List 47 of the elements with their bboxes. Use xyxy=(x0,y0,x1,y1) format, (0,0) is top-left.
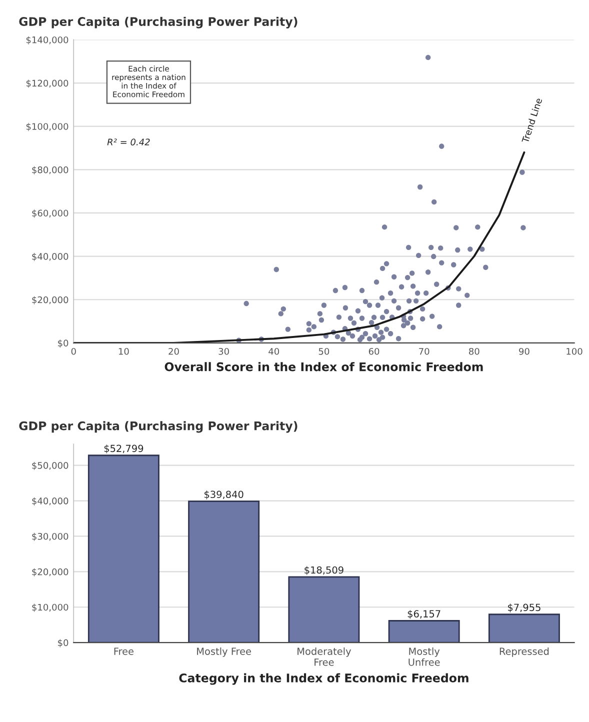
y-tick-label: $50,000 xyxy=(32,462,68,470)
y-tick-label: $120,000 xyxy=(26,80,68,88)
data-label: $18,509 xyxy=(304,566,344,575)
x-tick-label: 70 xyxy=(419,348,430,355)
y-tick-label: $20,000 xyxy=(32,296,68,304)
y-tick-label: $80,000 xyxy=(32,166,68,174)
text: Trend Line xyxy=(521,98,542,144)
bar xyxy=(388,620,460,643)
x-tick-label: 10 xyxy=(118,348,129,355)
x-tick-label: Repressed xyxy=(500,647,549,657)
y-tick-label: $60,000 xyxy=(32,210,68,218)
x-tick-label: Free xyxy=(114,648,134,655)
chart-title: GDP per Capita (Purchasing Power Parity) xyxy=(19,421,298,433)
x-tick-label: 90 xyxy=(519,348,530,355)
x-tick-label: 60 xyxy=(368,348,380,355)
x-tick-label: 80 xyxy=(469,348,480,355)
annotation: R² = 0.42 xyxy=(107,138,150,146)
x-tick-label: Moderately Free xyxy=(298,647,352,666)
data-label: $52,799 xyxy=(104,444,144,454)
x-tick-label: 40 xyxy=(268,348,280,355)
chart-title: GDP per Capita (Purchasing Power Parity) xyxy=(19,16,298,28)
x-tick-label: Mostly Unfree xyxy=(408,647,440,666)
x-tick-label: Mostly Free xyxy=(197,647,251,657)
x-tick-label: 30 xyxy=(218,348,229,355)
data-label: $6,157 xyxy=(408,610,440,619)
bar xyxy=(188,500,260,643)
data-label: $7,955 xyxy=(508,604,540,612)
x-axis-title: Category in the Index of Economic Freedom xyxy=(179,673,468,685)
bar xyxy=(488,614,560,643)
x-tick-label: 100 xyxy=(566,348,582,355)
y-tick-label: $40,000 xyxy=(32,252,68,262)
bar xyxy=(88,454,160,643)
data-label: $39,840 xyxy=(204,490,244,500)
y-tick-label: $30,000 xyxy=(32,532,68,541)
y-tick-label: $40,000 xyxy=(32,497,68,506)
y-tick-label: $0 xyxy=(58,639,68,648)
y-tick-label: $20,000 xyxy=(32,568,68,576)
x-tick-label: 50 xyxy=(318,348,330,355)
line-series xyxy=(74,151,526,343)
x-tick-label: 20 xyxy=(168,348,179,355)
y-tick-label: $140,000 xyxy=(26,36,68,44)
y-tick-label: $10,000 xyxy=(32,604,68,612)
y-tick-label: $100,000 xyxy=(26,122,68,132)
bar xyxy=(288,576,360,643)
y-tick-label: $0 xyxy=(58,340,68,348)
x-tick-label: 0 xyxy=(71,348,76,355)
x-axis-title: Overall Score in the Index of Economic Freedom xyxy=(164,362,483,372)
